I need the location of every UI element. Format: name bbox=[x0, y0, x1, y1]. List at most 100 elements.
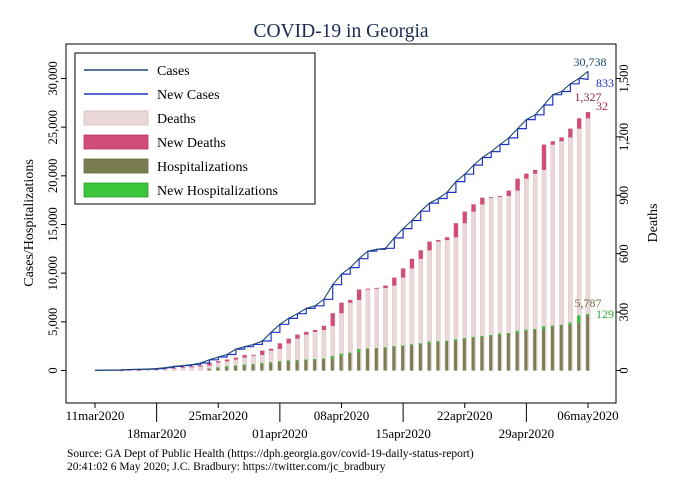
new-hospitalizations-bar bbox=[533, 329, 537, 330]
hospitalizations-bar bbox=[233, 365, 237, 371]
new-deaths-bar bbox=[251, 354, 256, 356]
y-right-tick-label: 900 bbox=[617, 186, 631, 205]
new-deaths-bar bbox=[330, 313, 335, 326]
new-deaths-bar bbox=[585, 112, 591, 119]
x-tick-label: 18mar2020 bbox=[127, 426, 186, 441]
legend: Cases New Cases Deaths New Deaths Hospitaliz… bbox=[74, 52, 316, 205]
new-hospitalizations-bar bbox=[445, 340, 449, 342]
new-deaths-bar bbox=[489, 197, 494, 198]
new-deaths-bar bbox=[189, 366, 194, 368]
hospitalizations-bar bbox=[489, 335, 493, 371]
y-left-tick-label: 5,000 bbox=[46, 308, 60, 336]
new-deaths-bar bbox=[533, 169, 538, 174]
credit-note: 20:41:02 6 May 2020; J.C. Bradbury: http… bbox=[67, 461, 386, 473]
new-hospitalizations-bar bbox=[568, 322, 572, 325]
new-deaths-end-label: 32 bbox=[596, 99, 608, 113]
hospitalizations-bar bbox=[577, 315, 581, 371]
new-hospitalizations-bar bbox=[216, 367, 220, 369]
new-deaths-bar bbox=[541, 144, 547, 170]
hospitalizations-bar bbox=[313, 359, 317, 371]
new-hospitalizations-bar bbox=[427, 341, 431, 344]
new-hospitalizations-bar bbox=[374, 348, 378, 349]
new-hospitalizations-bar bbox=[454, 339, 458, 341]
new-deaths-bar bbox=[374, 287, 379, 289]
new-deaths-bar bbox=[453, 223, 459, 238]
hospitalizations-bar bbox=[348, 352, 352, 371]
hospitalizations-bar bbox=[559, 324, 563, 371]
y-left-tick-label: 0 bbox=[46, 367, 60, 373]
hospitalizations-bar bbox=[374, 348, 378, 371]
new-hospitalizations-bar bbox=[277, 361, 281, 363]
new-deaths-bar bbox=[233, 357, 238, 360]
new-hospitalizations-bar bbox=[418, 343, 422, 345]
hospitalizations-bar bbox=[260, 362, 264, 371]
new-deaths-bar bbox=[462, 211, 467, 224]
hospitalizations-bar bbox=[216, 367, 220, 371]
y-left-tick-label: 30,000 bbox=[46, 61, 60, 95]
y-right-tick-label: 0 bbox=[617, 367, 631, 373]
new-hospitalizations-bar bbox=[550, 325, 554, 327]
source-note: Source: GA Dept of Public Health (https:… bbox=[67, 448, 474, 460]
x-tick-label: 08apr2020 bbox=[314, 408, 370, 423]
new-deaths-bar bbox=[198, 365, 203, 367]
new-deaths-bar bbox=[357, 289, 362, 301]
new-hospitalizations-end-label: 129 bbox=[596, 307, 614, 321]
hospitalizations-bar bbox=[357, 349, 361, 371]
hospitalizations-bar bbox=[515, 330, 519, 371]
hospitalizations-bar bbox=[524, 329, 528, 371]
new-deaths-bar bbox=[418, 250, 423, 259]
new-deaths-bar bbox=[119, 370, 124, 372]
new-deaths-bar bbox=[339, 302, 344, 314]
y-axis-left-title: Cases/Hospitalizations bbox=[22, 159, 37, 287]
hospitalizations-bar bbox=[392, 346, 396, 371]
y-right-tick-label: 600 bbox=[617, 244, 631, 263]
new-deaths-bar bbox=[401, 268, 406, 278]
new-deaths-bar bbox=[216, 361, 221, 363]
hospitalizations-bar bbox=[286, 360, 290, 371]
new-hospitalizations-bar bbox=[410, 344, 414, 346]
hospitalizations-bar bbox=[330, 356, 334, 371]
hospitalizations-bar bbox=[506, 333, 510, 371]
hospitalizations-bar bbox=[225, 366, 229, 371]
new-deaths-bar bbox=[286, 338, 291, 344]
new-hospitalizations-bar bbox=[242, 364, 246, 366]
new-deaths-bar bbox=[568, 128, 573, 138]
new-deaths-bar bbox=[242, 355, 247, 358]
x-tick-label: 25mar2020 bbox=[189, 408, 248, 423]
new-deaths-bar bbox=[445, 237, 450, 241]
new-hospitalizations-bar bbox=[471, 336, 475, 339]
new-deaths-bar bbox=[312, 330, 318, 332]
cases-line bbox=[94, 70, 589, 371]
legend-swatch-box bbox=[83, 182, 149, 198]
new-hospitalizations-bar bbox=[251, 364, 255, 365]
new-deaths-bar bbox=[180, 367, 186, 368]
hospitalizations-bar bbox=[383, 347, 387, 371]
new-deaths-bar bbox=[383, 285, 388, 288]
new-deaths-bar bbox=[471, 204, 476, 212]
new-hospitalizations-bar bbox=[498, 333, 502, 336]
y-left-tick-label: 25,000 bbox=[46, 110, 60, 144]
new-hospitalizations-bar bbox=[295, 360, 299, 362]
new-hospitalizations-bar bbox=[577, 315, 581, 323]
x-tick-label: 01apr2020 bbox=[252, 426, 308, 441]
y-left-tick-label: 20,000 bbox=[46, 159, 60, 193]
new-hospitalizations-bar bbox=[462, 338, 466, 340]
new-hospitalizations-bar bbox=[313, 359, 317, 360]
new-hospitalizations-bar bbox=[392, 346, 396, 348]
new-deaths-bar bbox=[365, 288, 371, 290]
new-deaths-bar bbox=[436, 240, 441, 242]
hospitalizations-bar bbox=[295, 360, 299, 371]
y-right-tick-label: 1,200 bbox=[617, 123, 631, 151]
new-hospitalizations-bar bbox=[542, 326, 546, 330]
new-hospitalizations-bar bbox=[304, 359, 308, 361]
new-deaths-bar bbox=[295, 334, 300, 339]
new-deaths-bar bbox=[392, 277, 397, 286]
legend-swatch-box bbox=[83, 134, 149, 150]
new-hospitalizations-bar bbox=[506, 333, 510, 334]
new-hospitalizations-bar bbox=[269, 362, 273, 364]
new-deaths-bar bbox=[427, 241, 432, 251]
legend-label: Deaths bbox=[157, 112, 196, 127]
hospitalizations-bar bbox=[498, 333, 502, 371]
new-deaths-bar bbox=[321, 325, 326, 331]
